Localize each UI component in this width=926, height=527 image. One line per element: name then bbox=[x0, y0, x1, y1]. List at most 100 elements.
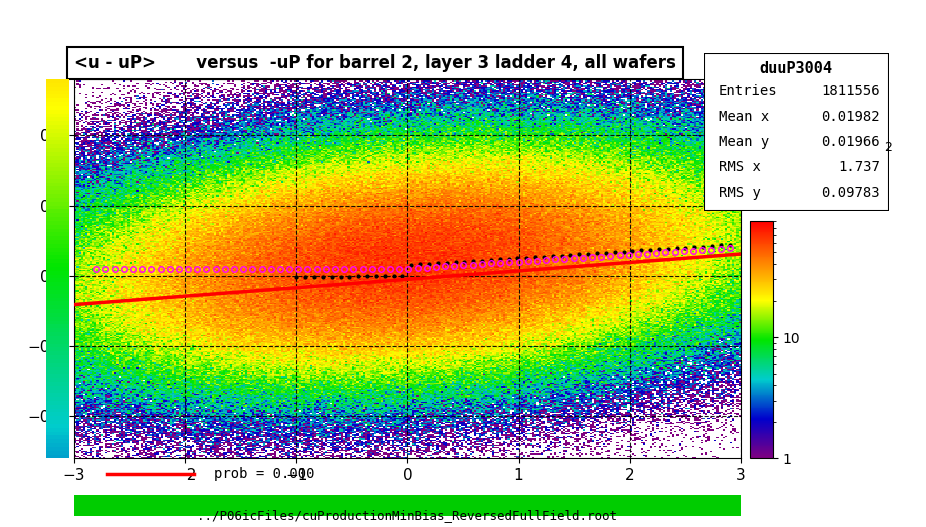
Bar bbox=[46, 405, 69, 408]
Bar bbox=[46, 182, 69, 187]
Bar bbox=[46, 98, 69, 102]
Bar bbox=[46, 259, 69, 263]
Bar bbox=[46, 413, 69, 416]
Bar bbox=[46, 359, 69, 363]
Bar bbox=[46, 340, 69, 344]
Text: 2: 2 bbox=[884, 141, 893, 154]
Bar bbox=[46, 428, 69, 432]
Bar bbox=[46, 294, 69, 298]
Bar bbox=[46, 451, 69, 455]
Text: 0.01966: 0.01966 bbox=[821, 135, 880, 149]
Bar bbox=[46, 209, 69, 213]
Bar bbox=[46, 244, 69, 248]
Text: Mean x: Mean x bbox=[719, 110, 769, 124]
Bar bbox=[46, 217, 69, 221]
Bar bbox=[46, 136, 69, 140]
Bar bbox=[46, 363, 69, 366]
Bar bbox=[46, 140, 69, 144]
Bar bbox=[46, 328, 69, 332]
Bar bbox=[46, 424, 69, 428]
Bar bbox=[46, 133, 69, 136]
Bar bbox=[46, 110, 69, 113]
Bar bbox=[46, 83, 69, 87]
Bar bbox=[46, 282, 69, 286]
Bar bbox=[46, 213, 69, 217]
Text: <u - uP>       versus  -uP for barrel 2, layer 3 ladder 4, all wafers: <u - uP> versus -uP for barrel 2, layer … bbox=[74, 54, 676, 72]
Bar bbox=[46, 225, 69, 229]
Bar bbox=[46, 256, 69, 259]
Bar bbox=[46, 374, 69, 378]
Bar bbox=[46, 206, 69, 209]
Text: Mean y: Mean y bbox=[719, 135, 769, 149]
Bar bbox=[46, 248, 69, 251]
Bar bbox=[46, 198, 69, 202]
Bar bbox=[46, 94, 69, 98]
Bar bbox=[46, 240, 69, 244]
Bar bbox=[46, 382, 69, 386]
Text: RMS y: RMS y bbox=[719, 186, 760, 200]
Bar bbox=[46, 378, 69, 382]
Bar bbox=[46, 275, 69, 278]
Bar bbox=[46, 290, 69, 294]
Bar bbox=[46, 432, 69, 435]
Bar bbox=[46, 286, 69, 290]
Text: 0.09783: 0.09783 bbox=[821, 186, 880, 200]
Bar bbox=[46, 148, 69, 152]
Bar bbox=[46, 386, 69, 389]
Bar bbox=[46, 125, 69, 129]
Bar bbox=[46, 179, 69, 182]
Bar bbox=[46, 87, 69, 91]
Bar bbox=[46, 202, 69, 206]
Bar bbox=[46, 366, 69, 370]
Bar bbox=[46, 155, 69, 160]
Text: 0.01982: 0.01982 bbox=[821, 110, 880, 124]
Bar bbox=[46, 435, 69, 440]
Text: prob = 0.000: prob = 0.000 bbox=[214, 467, 315, 481]
Bar bbox=[46, 389, 69, 393]
Bar bbox=[46, 251, 69, 256]
Bar bbox=[46, 152, 69, 155]
Bar bbox=[46, 91, 69, 94]
Bar bbox=[46, 336, 69, 340]
Text: duuP3004: duuP3004 bbox=[760, 61, 832, 75]
Bar bbox=[46, 408, 69, 413]
Bar bbox=[46, 305, 69, 309]
Bar bbox=[46, 175, 69, 179]
Bar bbox=[46, 79, 69, 83]
Bar bbox=[46, 401, 69, 405]
Bar bbox=[46, 190, 69, 194]
Text: 1811556: 1811556 bbox=[821, 84, 880, 99]
Bar bbox=[46, 171, 69, 175]
Bar bbox=[46, 324, 69, 328]
Bar bbox=[46, 416, 69, 420]
Bar bbox=[46, 344, 69, 347]
Text: 1.737: 1.737 bbox=[838, 160, 880, 174]
Bar bbox=[46, 443, 69, 447]
Bar bbox=[46, 236, 69, 240]
Bar bbox=[46, 347, 69, 351]
Bar bbox=[46, 267, 69, 271]
Bar bbox=[46, 455, 69, 458]
Bar bbox=[46, 397, 69, 401]
Bar bbox=[46, 309, 69, 313]
Bar bbox=[46, 160, 69, 163]
Bar bbox=[46, 144, 69, 148]
Bar bbox=[46, 355, 69, 359]
Bar bbox=[46, 313, 69, 317]
Bar bbox=[46, 187, 69, 190]
Bar bbox=[46, 351, 69, 355]
Bar bbox=[46, 113, 69, 118]
Bar bbox=[46, 447, 69, 451]
Text: ../P06icFiles/cuProductionMinBias_ReversedFullField.root: ../P06icFiles/cuProductionMinBias_Revers… bbox=[197, 509, 618, 522]
Bar bbox=[46, 167, 69, 171]
Bar bbox=[46, 106, 69, 110]
Bar bbox=[46, 221, 69, 225]
Bar bbox=[46, 301, 69, 305]
Bar bbox=[46, 121, 69, 125]
Bar bbox=[46, 229, 69, 232]
Text: Entries: Entries bbox=[719, 84, 777, 99]
Bar bbox=[46, 263, 69, 267]
Bar bbox=[46, 163, 69, 167]
Bar bbox=[46, 370, 69, 374]
Bar bbox=[46, 102, 69, 106]
